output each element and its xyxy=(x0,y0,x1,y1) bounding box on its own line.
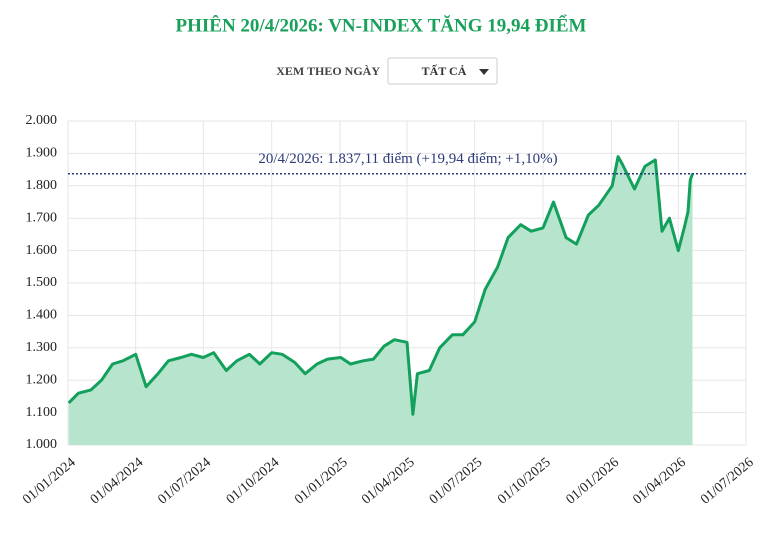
dropdown-text[interactable]: TẤT CẢ xyxy=(422,63,467,78)
x-tick-label: 01/01/2025 xyxy=(292,455,351,507)
x-tick-label: 01/10/2024 xyxy=(224,455,283,507)
x-tick-label: 01/01/2024 xyxy=(20,455,79,507)
dropdown-arrow[interactable] xyxy=(479,69,489,75)
area xyxy=(68,156,693,445)
y-tick-label: 1.800 xyxy=(26,178,58,193)
x-tick-label: 01/04/2025 xyxy=(359,455,418,507)
x-tick-label: 01/10/2025 xyxy=(495,455,554,507)
x-tick-label: 01/04/2024 xyxy=(88,455,147,507)
y-tick-label: 1.100 xyxy=(26,405,58,420)
x-tick-label: 01/01/2026 xyxy=(564,455,623,507)
x-tick-label: 01/07/2026 xyxy=(698,455,757,507)
y-tick-label: 1.500 xyxy=(26,275,58,290)
chart-title: PHIÊN 20/4/2026: VN-INDEX TĂNG 19,94 ĐIỂ… xyxy=(176,14,587,36)
y-tick-label: 1.900 xyxy=(26,146,58,161)
y-tick-label: 1.000 xyxy=(26,437,58,452)
line xyxy=(67,155,694,416)
y-tick-label: 1.700 xyxy=(26,210,58,225)
y-tick-label: 2.000 xyxy=(26,113,58,128)
x-tick-label: 01/07/2025 xyxy=(427,455,486,507)
y-tick-label: 1.400 xyxy=(26,308,58,323)
y-tick-label: 1.600 xyxy=(26,243,58,258)
x-tick-label: 01/04/2026 xyxy=(630,455,689,507)
dropdown[interactable] xyxy=(387,57,498,85)
control-label: XEM THEO NGÀY xyxy=(276,64,380,78)
x-tick-label: 01/07/2024 xyxy=(155,455,214,507)
y-tick-label: 1.200 xyxy=(26,372,58,387)
reference-label: 20/4/2026: 1.837,11 điểm (+19,94 điểm; +… xyxy=(258,151,557,167)
y-tick-label: 1.300 xyxy=(26,340,58,355)
